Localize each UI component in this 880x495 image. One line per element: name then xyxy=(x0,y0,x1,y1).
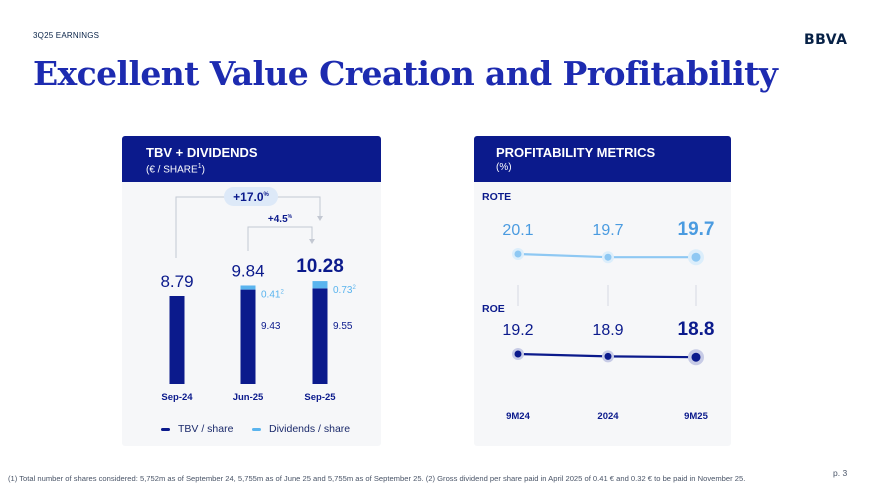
point-roe-2 xyxy=(604,352,612,360)
series-title-roe: ROE xyxy=(482,303,505,315)
point-rote-2 xyxy=(604,253,612,261)
value-label-roe-3: 18.8 xyxy=(678,319,715,340)
growth-total-arrow xyxy=(317,216,323,221)
point-rote-1 xyxy=(514,250,522,258)
series-title-rote: ROTE xyxy=(482,191,511,203)
profit-card-title: PROFITABILITY METRICS xyxy=(496,145,656,160)
legend-dividends: Dividends / share xyxy=(252,423,350,435)
growth-total-label: +17.0% xyxy=(233,190,269,204)
profitability-card: PROFITABILITY METRICS (%) ROTE 20.1 19.7 19… xyxy=(474,136,731,446)
tbv-card-subtitle: (€ / SHARE1) xyxy=(146,163,205,176)
value-label-rote-2: 19.7 xyxy=(592,222,623,239)
growth-mid-bracket xyxy=(247,226,313,251)
footnote: (1) Total number of shares considered: 5… xyxy=(8,474,746,483)
value-label-roe-2: 18.9 xyxy=(592,322,623,339)
point-rote-3 xyxy=(691,252,701,262)
growth-total-pill xyxy=(224,187,278,206)
value-label-roe-1: 19.2 xyxy=(502,322,533,339)
tbv-label-jun-25: 9.43 xyxy=(261,321,281,332)
category-label-9m24: 9M24 xyxy=(506,411,530,422)
growth-mid-arrow xyxy=(309,239,315,244)
profitability-line-chart: ROTE 20.1 19.7 19.7 ROE 19.2 18.9 18.8 9M24 2024 9… xyxy=(482,191,715,422)
total-label-sep-25: 10.28 xyxy=(296,256,344,277)
bar-tbv-sep-24 xyxy=(169,296,185,384)
bar-dividend-sep-25 xyxy=(312,281,328,289)
profit-card-subtitle: (%) xyxy=(496,162,512,173)
eyebrow: 3Q25 EARNINGS xyxy=(33,31,100,40)
value-label-rote-3: 19.7 xyxy=(678,219,715,240)
total-label-jun-25: 9.84 xyxy=(231,261,264,280)
page-number: p. 3 xyxy=(833,468,848,478)
bar-dividend-jun-25 xyxy=(240,285,256,290)
growth-mid-label: +4.5% xyxy=(268,214,293,225)
tbv-card-title: TBV + DIVIDENDS xyxy=(146,145,258,160)
tbv-dividends-card: TBV + DIVIDENDS (€ / SHARE1) +17.0% +4.5… xyxy=(122,136,381,446)
point-roe-3 xyxy=(691,352,701,362)
bar-tbv-jun-25 xyxy=(240,289,256,384)
dividend-label-jun-25: 0.412 xyxy=(261,289,284,300)
tbv-card-header: TBV + DIVIDENDS (€ / SHARE1) xyxy=(122,136,381,182)
profit-card-header: PROFITABILITY METRICS (%) xyxy=(474,136,731,182)
bbva-logo: BBVA xyxy=(804,32,848,48)
category-label-9m25: 9M25 xyxy=(684,411,708,422)
dividend-label-sep-25: 0.732 xyxy=(333,285,356,296)
legend-tbv: TBV / share xyxy=(161,423,233,435)
point-roe-1 xyxy=(514,350,522,358)
tbv-bar-chart: +17.0% +4.5% 8.79 Sep-24 0.412 9.43 9.84 Jun-… xyxy=(160,187,356,403)
category-label-jun-25: Jun-25 xyxy=(233,392,264,403)
category-label-sep-24: Sep-24 xyxy=(161,392,193,403)
value-label-rote-1: 20.1 xyxy=(502,222,533,239)
total-label-sep-24: 8.79 xyxy=(160,272,193,291)
tbv-label-sep-25: 9.55 xyxy=(333,321,353,332)
category-label-2024: 2024 xyxy=(597,411,619,422)
page-title: Excellent Value Creation and Profitabili… xyxy=(33,54,778,93)
category-label-sep-25: Sep-25 xyxy=(304,392,336,403)
bar-tbv-sep-25 xyxy=(312,288,328,384)
